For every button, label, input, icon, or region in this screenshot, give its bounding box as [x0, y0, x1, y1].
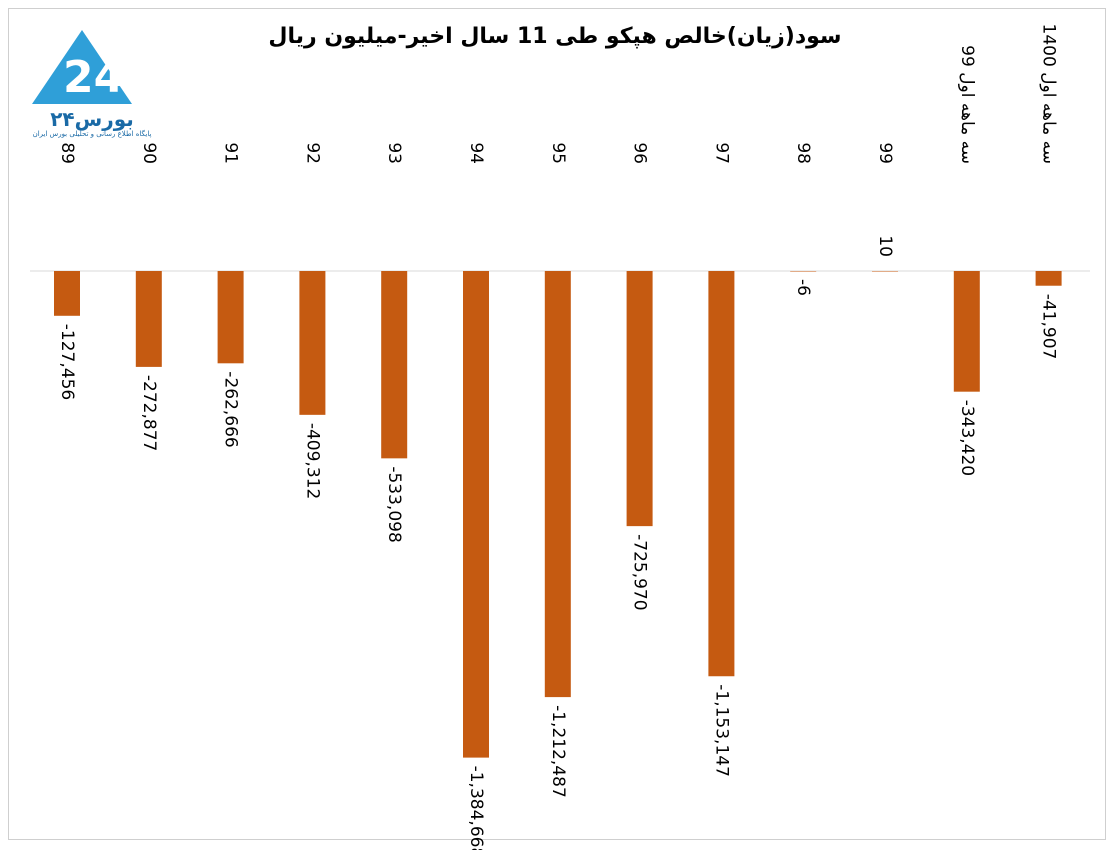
bars-group — [54, 270, 1062, 758]
category-label-12: سه ماهه اول 1400 — [1039, 24, 1059, 164]
category-labels-group: 89 90 91 92 93 94 95 96 97 98 99 سه ماهه اول 99 سه م… — [57, 24, 1059, 164]
category-label-6: 95 — [548, 142, 568, 164]
category-label-10: 99 — [875, 142, 895, 164]
bar-8 — [708, 271, 735, 677]
category-label-1: 90 — [139, 142, 159, 164]
chart-frame — [8, 8, 1106, 840]
data-label-3: -409,312 — [302, 423, 322, 499]
category-label-11: سه ماهه اول 99 — [957, 45, 977, 164]
data-label-10: 10 — [875, 235, 895, 257]
data-label-11: -343,420 — [957, 400, 977, 476]
category-label-0: 89 — [57, 142, 77, 164]
logo: 24 بورس۲۴ پایگاه اطلاع رسانی و تحلیلی بو… — [32, 30, 151, 138]
bar-10 — [872, 270, 898, 272]
logo-subtitle: پایگاه اطلاع رسانی و تحلیلی بورس ایران — [33, 129, 152, 138]
category-label-7: 96 — [630, 142, 650, 164]
bar-3 — [299, 271, 326, 415]
category-label-3: 92 — [302, 142, 322, 164]
category-label-4: 93 — [384, 142, 404, 164]
category-label-9: 98 — [793, 142, 813, 164]
data-label-12: -41,907 — [1039, 294, 1059, 360]
bar-9 — [790, 271, 817, 272]
bar-6 — [544, 271, 571, 698]
data-label-6: -1,212,487 — [548, 705, 568, 798]
data-label-7: -725,970 — [630, 534, 650, 610]
bar-12 — [1035, 271, 1062, 286]
chart-title: سود(زیان)خالص هپکو طی 11 سال اخیر-میلیون… — [268, 24, 841, 49]
bar-5 — [463, 271, 489, 758]
category-label-8: 97 — [711, 142, 731, 164]
data-label-0: -127,456 — [57, 324, 77, 400]
data-label-2: -262,666 — [221, 371, 241, 447]
category-label-5: 94 — [466, 142, 486, 164]
data-label-8: -1,153,147 — [711, 684, 731, 777]
bar-7 — [626, 271, 653, 527]
logo-name: بورس۲۴ — [50, 107, 134, 131]
logo-number-icon: 24 — [63, 52, 124, 103]
data-label-5: -1,384,668 — [466, 766, 486, 850]
bar-0 — [54, 271, 80, 316]
data-label-9: -6 — [793, 279, 813, 296]
data-label-4: -533,098 — [384, 466, 404, 542]
category-label-2: 91 — [221, 142, 241, 164]
data-labels-group: -127,456 -272,877 -262,666 -409,312 -533,098… — [57, 235, 1059, 850]
data-label-1: -272,877 — [139, 375, 159, 451]
bar-1 — [135, 271, 162, 367]
bar-2 — [217, 271, 244, 364]
bar-4 — [381, 271, 408, 459]
bar-11 — [953, 271, 980, 392]
logo-triangle-icon — [32, 30, 132, 104]
